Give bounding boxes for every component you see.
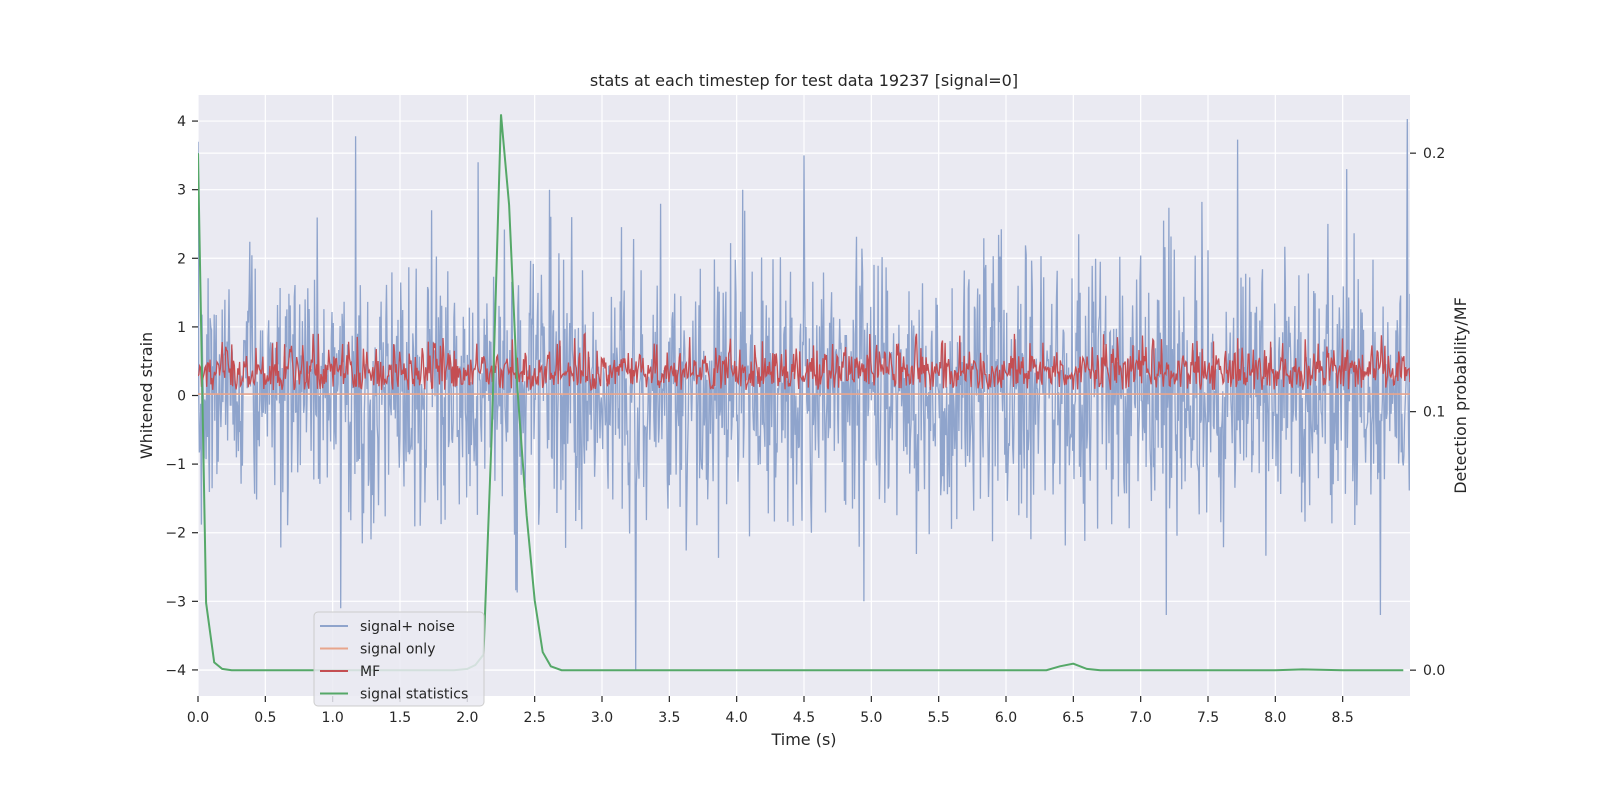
x-tick-label: 1.5	[389, 710, 411, 726]
series-signal-noise	[198, 118, 1410, 670]
plot-series	[198, 114, 1410, 672]
legend-label: signal+ noise	[360, 619, 455, 635]
x-tick-label: 3.0	[591, 710, 613, 726]
x-tick-label: 8.5	[1332, 710, 1354, 726]
chart-title: stats at each timestep for test data 192…	[590, 71, 1018, 90]
y-axis-label: Whitened strain	[137, 332, 156, 459]
x-tick-label: 4.0	[726, 710, 748, 726]
y-tick-label: 2	[177, 251, 186, 267]
legend-frame	[313, 611, 485, 707]
legend: signal+ noise signal only MF signal statist…	[313, 611, 485, 707]
series-mf	[198, 332, 1410, 392]
x-axis-label: Time (s)	[770, 730, 836, 749]
series-signal-statistics	[198, 114, 1404, 672]
y2-tick-label: 0.2	[1423, 146, 1445, 162]
y-tick-label: −2	[165, 526, 186, 542]
x-tick-label: 5.0	[860, 710, 882, 726]
y-tick-label: 4	[177, 114, 186, 130]
x-tick-label: 0.0	[187, 710, 209, 726]
y2-tick-label: 0.0	[1423, 663, 1445, 679]
x-tick-label: 6.5	[1062, 710, 1084, 726]
y-tick-label: −1	[165, 457, 186, 473]
y-tick-label: −4	[165, 663, 186, 679]
x-tick-label: 2.0	[456, 710, 478, 726]
x-tick-label: 6.0	[995, 710, 1017, 726]
y2-axis-label: Detection probability/MF	[1451, 297, 1470, 494]
x-tick-label: 7.0	[1130, 710, 1152, 726]
axis-ticks: 0.0 0.5 1.0 1.5 2.0 2.5 3.0 3.5 4.0 4.5 5.0 5.5 6.0 6…	[165, 114, 1445, 726]
x-tick-label: 0.5	[254, 710, 276, 726]
x-tick-label: 3.5	[658, 710, 680, 726]
x-tick-label: 4.5	[793, 710, 815, 726]
y-tick-label: 3	[177, 183, 186, 199]
legend-label: signal statistics	[360, 687, 468, 703]
legend-label: signal only	[360, 642, 435, 658]
x-tick-label: 1.0	[322, 710, 344, 726]
y-tick-label: 1	[177, 320, 186, 336]
y-tick-label: −3	[165, 594, 186, 610]
legend-label: MF	[360, 664, 380, 680]
x-tick-label: 8.0	[1264, 710, 1286, 726]
x-tick-label: 7.5	[1197, 710, 1219, 726]
y2-tick-label: 0.1	[1423, 405, 1445, 421]
y-tick-label: 0	[177, 389, 186, 405]
x-tick-label: 5.5	[928, 710, 950, 726]
x-tick-label: 2.5	[524, 710, 546, 726]
